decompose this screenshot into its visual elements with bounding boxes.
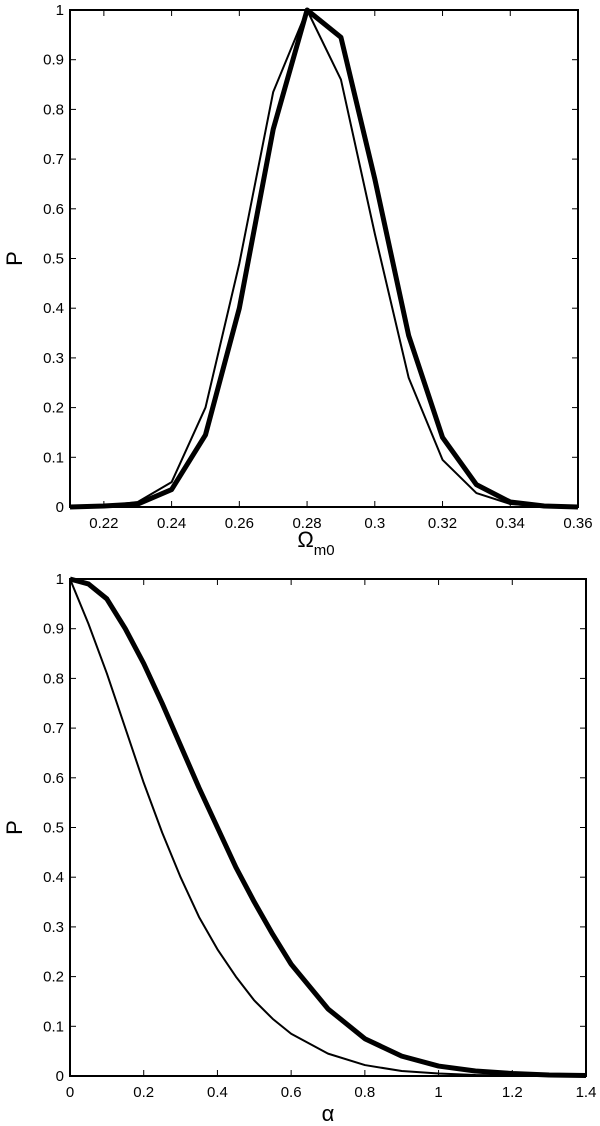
alpha-x-tick-label: 1.4: [576, 1084, 597, 1101]
alpha-x-axis-symbol: α: [322, 1101, 335, 1126]
omega-x-axis-subscript: m0: [314, 542, 335, 559]
omega-x-tick-label: 0.36: [563, 515, 592, 532]
omega-x-tick-label: 0.24: [157, 515, 186, 532]
alpha-y-tick-label: 0.9: [43, 621, 64, 638]
alpha-y-tick-label: 0.7: [43, 720, 64, 737]
alpha-y-tick-label: 0: [56, 1068, 64, 1085]
alpha-y-tick-label: 0.3: [43, 919, 64, 936]
omega-y-tick-label: 0.6: [43, 201, 64, 218]
omega-y-tick-label: 0.9: [43, 52, 64, 69]
omega-thin-series-line: [69, 9, 579, 508]
omega-y-tick-label: 0: [56, 499, 64, 516]
alpha-y-tick-label: 0.8: [43, 670, 64, 687]
omega-y-tick-label: 0.1: [43, 449, 64, 466]
alpha-thin-series-line: [69, 578, 587, 1077]
omega-thick-series-line: [69, 7, 579, 510]
alpha-y-axis-label: P: [2, 820, 27, 835]
omega-y-tick-label: 0.4: [43, 300, 64, 317]
omega-x-tick-label: 0.28: [292, 515, 321, 532]
omega-y-tick-label: 0.3: [43, 350, 64, 367]
alpha-y-tick-label: 0.4: [43, 869, 64, 886]
omega-x-tick-label: 0.26: [225, 515, 254, 532]
alpha-y-tick-label: 0.6: [43, 770, 64, 787]
alpha-x-axis-label: α: [322, 1101, 335, 1126]
alpha-x-tick-label: 0: [66, 1084, 74, 1101]
omega-x-tick-label: 0.22: [89, 515, 118, 532]
omega-x-tick-label: 0.32: [428, 515, 457, 532]
omega-x-axis-symbol: Ω: [297, 527, 313, 552]
omega-y-tick-label: 0.8: [43, 101, 64, 118]
omega-x-tick-label: 0.34: [496, 515, 525, 532]
alpha-x-tick-label: 0.8: [354, 1084, 375, 1101]
omega-m0-distribution-panel: 0.22 0.24 0.26 0.28 0.3 0.32 0.34 0.36 0 0.1 0.2 0.…: [2, 2, 593, 559]
alpha-x-tick-label: 1.2: [502, 1084, 523, 1101]
omega-x-tick-label: 0.3: [364, 515, 385, 532]
omega-plot-frame: [69, 9, 579, 508]
alpha-x-tick-label: 0.4: [207, 1084, 228, 1101]
omega-y-tick-label: 1: [56, 2, 64, 19]
alpha-x-tick-label: 0.6: [281, 1084, 302, 1101]
omega-y-tick-label: 0.7: [43, 151, 64, 168]
alpha-x-tick-label: 0.2: [133, 1084, 154, 1101]
omega-y-tick-label: 0.2: [43, 400, 64, 417]
alpha-y-tick-label: 0.5: [43, 820, 64, 837]
omega-y-tick-label: 0.5: [43, 251, 64, 268]
alpha-distribution-panel: 0 0.2 0.4 0.6 0.8 1 1.2 1.4 0 0.1 0.2 0.3 0.4 0.5 0.6 0…: [2, 571, 597, 1126]
alpha-x-tick-label: 1: [434, 1084, 442, 1101]
alpha-thick-series-line: [69, 576, 587, 1078]
omega-y-axis-label: P: [2, 251, 27, 266]
alpha-plot-frame: [69, 578, 587, 1077]
alpha-y-tick-label: 1: [56, 571, 64, 588]
alpha-y-tick-label: 0.1: [43, 1018, 64, 1035]
omega-x-axis-label: Ωm0: [297, 527, 334, 559]
alpha-y-tick-label: 0.2: [43, 969, 64, 986]
